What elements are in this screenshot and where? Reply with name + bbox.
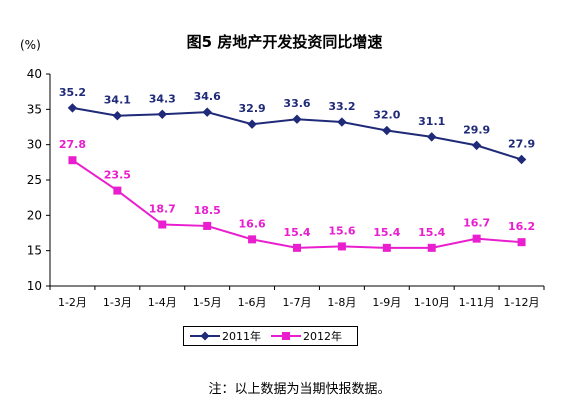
legend-label-2012: 2012年	[303, 330, 342, 343]
data-point-2011	[516, 154, 527, 165]
y-tick-label: 15	[27, 244, 42, 258]
line-chart: 10 15 20 25 30 35 40 1-2月 1-3月 1-4月 1-5月 1-6月 1-7月 1-…	[27, 67, 545, 309]
legend-swatch-2012	[271, 331, 301, 341]
x-tick-label: 1-8月	[327, 296, 356, 309]
data-label-2012: 16.7	[463, 217, 490, 230]
data-label-2012: 16.2	[508, 220, 535, 233]
data-label-2012: 15.6	[328, 224, 355, 237]
y-tick-label: 20	[27, 208, 42, 222]
data-label-2011: 33.2	[328, 100, 355, 113]
footnote: 注：以上数据为当期快报数据。	[208, 382, 391, 397]
legend-label-2011: 2011年	[222, 330, 261, 343]
y-tick-label: 10	[27, 279, 42, 293]
y-tick-label: 40	[27, 67, 42, 81]
legend-item-2011: 2011年	[190, 328, 261, 344]
x-tick-label: 1-11月	[459, 296, 495, 309]
data-label-2012: 23.5	[104, 169, 131, 182]
data-point-2012	[203, 221, 212, 230]
x-tick-label: 1-10月	[414, 296, 450, 309]
data-label-2012: 27.8	[59, 138, 86, 151]
data-label-2011: 27.9	[508, 138, 535, 151]
data-point-2011	[67, 103, 78, 113]
data-point-2012	[517, 238, 526, 247]
data-label-2012: 15.4	[418, 226, 445, 239]
x-tick-label: 1-7月	[283, 296, 312, 309]
square-icon	[282, 332, 290, 340]
x-tick-label: 1-12月	[504, 296, 540, 309]
data-label-2012: 18.5	[194, 204, 221, 217]
legend-swatch-2011	[190, 331, 220, 341]
chart-title: 图5 房地产开发投资同比增速	[186, 33, 383, 51]
y-tick-label: 25	[27, 173, 42, 187]
data-point-2011	[292, 114, 302, 124]
data-label-2011: 33.6	[283, 97, 310, 110]
data-point-2011	[337, 117, 347, 127]
data-point-2012	[427, 243, 436, 252]
data-point-2011	[112, 110, 123, 121]
data-label-2011: 31.1	[418, 115, 445, 128]
data-label-2012: 18.7	[149, 203, 176, 216]
y-tick-label: 35	[27, 102, 42, 116]
data-point-2012	[158, 220, 167, 229]
data-label-2011: 34.1	[104, 94, 131, 107]
data-label-2012: 15.4	[283, 226, 310, 239]
data-point-2011	[471, 140, 482, 151]
data-point-2011	[382, 125, 392, 136]
y-axis-unit: (%)	[20, 38, 41, 52]
y-tick-label: 30	[27, 138, 42, 152]
data-label-2011: 29.9	[463, 123, 490, 136]
x-tick-label: 1-9月	[372, 296, 401, 309]
data-point-2012	[248, 235, 257, 244]
x-tick-label: 1-4月	[148, 296, 177, 309]
chart-legend: 2011年 2012年	[183, 326, 358, 346]
x-tick-label: 1-2月	[58, 296, 87, 309]
data-label-2011: 32.9	[239, 102, 266, 115]
x-tick-label: 1-5月	[193, 296, 222, 309]
data-point-2011	[247, 119, 257, 129]
x-tick-label: 1-6月	[238, 296, 267, 309]
data-point-2011	[202, 107, 212, 117]
data-label-2011: 35.2	[59, 86, 86, 99]
data-point-2012	[113, 186, 122, 195]
data-point-2012	[382, 243, 391, 252]
data-label-2012: 15.4	[373, 226, 400, 239]
data-point-2011	[427, 132, 437, 142]
data-point-2011	[157, 109, 167, 119]
data-label-2011: 32.0	[373, 109, 400, 122]
data-point-2012	[68, 156, 77, 165]
data-point-2012	[472, 234, 481, 243]
legend-item-2012: 2012年	[271, 328, 342, 344]
data-label-2011: 34.6	[194, 90, 221, 103]
data-label-2012: 16.6	[239, 217, 266, 230]
data-point-2012	[293, 243, 301, 252]
data-label-2011: 34.3	[149, 92, 176, 105]
data-point-2012	[337, 242, 346, 251]
diamond-icon	[200, 331, 210, 341]
x-tick-label: 1-3月	[103, 296, 132, 309]
